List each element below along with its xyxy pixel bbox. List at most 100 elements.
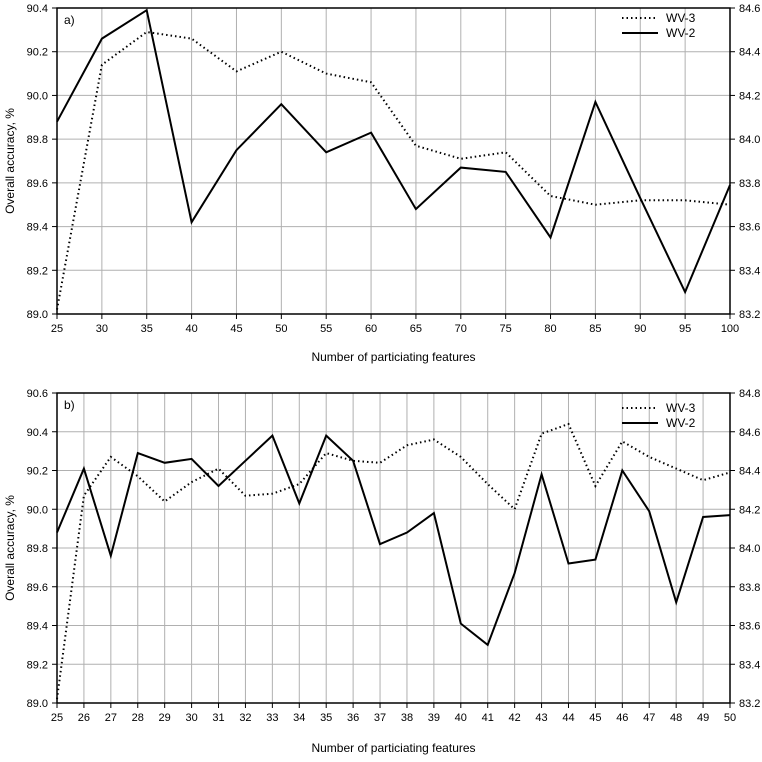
y-tick-label-left: 90.0: [27, 90, 48, 102]
y-tick-label-right: 84.6: [739, 427, 760, 439]
x-tick-label: 26: [78, 712, 90, 724]
y-tick-label-left: 89.6: [27, 178, 48, 190]
y-tick-label-left: 90.2: [27, 47, 48, 59]
x-axis-title: Number of particiating features: [311, 741, 475, 755]
y-tick-label-left: 89.0: [27, 309, 48, 321]
y-tick-label-right: 84.4: [739, 466, 760, 478]
x-axis-title: Number of particiating features: [311, 350, 475, 364]
x-tick-label: 38: [401, 712, 413, 724]
panel-label: a): [64, 13, 75, 27]
legend: WV-3WV-2: [622, 11, 696, 40]
x-tick-label: 50: [724, 712, 736, 724]
y-tick-label-right: 83.4: [739, 659, 760, 671]
y-tick-label-right: 83.6: [739, 621, 760, 633]
x-tick-label: 48: [670, 712, 682, 724]
x-tick-label: 35: [141, 323, 153, 335]
y-tick-label-left: 89.2: [27, 265, 48, 277]
x-tick-label: 31: [212, 712, 224, 724]
y-tick-label-left: 89.4: [27, 621, 48, 633]
chart-b-svg: 25 26 27 28 29 30 31 32 33 34 35 36 37 38 39 40 41 42 43 44…: [3, 388, 760, 755]
x-tick-label: 95: [679, 323, 691, 335]
x-tick-label: 25: [51, 712, 63, 724]
x-tick-label: 25: [51, 323, 63, 335]
x-tick-label: 28: [132, 712, 144, 724]
y-tick-label-right: 84.0: [739, 134, 760, 146]
y-axis-title: Overall accuracy, %: [3, 108, 17, 214]
x-tick-label: 47: [643, 712, 655, 724]
x-tick-label: 33: [266, 712, 278, 724]
legend-label: WV-2: [666, 416, 696, 430]
x-tick-label: 90: [634, 323, 646, 335]
x-tick-label: 50: [275, 323, 287, 335]
y-tick-label-left: 89.4: [27, 222, 48, 234]
series-wv-3-line: [56, 422, 731, 700]
y-axis-title: Overall accuracy, %: [3, 495, 17, 601]
chart-panel-b: 25 26 27 28 29 30 31 32 33 34 35 36 37 38 39 40 41 42 43 44…: [0, 381, 762, 762]
x-tick-label: 40: [185, 323, 197, 335]
y-tick-label-right: 84.2: [739, 90, 760, 102]
x-tick-label: 45: [230, 323, 242, 335]
y-tick-label-right: 83.8: [739, 178, 760, 190]
axis-ticks: [52, 392, 735, 708]
y-tick-label-right: 84.2: [739, 504, 760, 516]
gridlines: [56, 7, 731, 315]
series-wv-2-line: [56, 8, 731, 295]
y-tick-label-right: 83.2: [739, 309, 760, 321]
legend-label: WV-3: [666, 11, 696, 25]
legend: WV-3WV-2: [622, 401, 696, 430]
x-tick-label: 30: [185, 712, 197, 724]
x-tick-label: 80: [544, 323, 556, 335]
x-tick-label: 37: [374, 712, 386, 724]
gridlines: [56, 392, 731, 704]
y-tick-label-right: 83.6: [739, 222, 760, 234]
plot-border: [56, 7, 731, 315]
y-tick-label-right: 83.8: [739, 582, 760, 594]
x-tick-label: 34: [293, 712, 305, 724]
y-tick-label-left: 90.6: [27, 388, 48, 400]
y-tick-label-right: 84.6: [739, 3, 760, 15]
x-tick-label: 60: [365, 323, 377, 335]
y-tick-label-left: 90.2: [27, 466, 48, 478]
x-tick-label: 44: [562, 712, 574, 724]
legend-label: WV-2: [666, 26, 696, 40]
x-tick-label: 45: [589, 712, 601, 724]
x-tick-label: 85: [589, 323, 601, 335]
chart-panel-a: 25 30 35 40 45 50 55 60 65 70 75 80 85 90 95 100 89.0 83.…: [3, 3, 760, 364]
y-tick-label-right: 84.4: [739, 47, 760, 59]
plot-border: [56, 392, 731, 704]
x-tick-label: 75: [500, 323, 512, 335]
x-tick-label: 27: [105, 712, 117, 724]
x-tick-label: 32: [239, 712, 251, 724]
y-tick-label-right: 83.4: [739, 265, 760, 277]
x-tick-label: 43: [535, 712, 547, 724]
y-tick-label-left: 90.4: [27, 427, 48, 439]
x-tick-label: 40: [455, 712, 467, 724]
x-tick-label: 55: [320, 323, 332, 335]
y-tick-label-right: 84.8: [739, 388, 760, 400]
legend-label: WV-3: [666, 401, 696, 415]
chart-a-svg: 25 30 35 40 45 50 55 60 65 70 75 80 85 90 95 100 89.0 83.…: [3, 3, 760, 364]
x-tick-label: 42: [509, 712, 521, 724]
series-wv-3-line: [56, 30, 731, 310]
y-tick-label-right: 83.2: [739, 698, 760, 710]
x-tick-label: 36: [347, 712, 359, 724]
y-tick-label-left: 90.4: [27, 3, 48, 15]
x-tick-label: 49: [697, 712, 709, 724]
panel-label: b): [64, 398, 75, 412]
y-tick-label-left: 89.8: [27, 134, 48, 146]
x-tick-label: 65: [410, 323, 422, 335]
x-tick-label: 70: [455, 323, 467, 335]
x-tick-label: 46: [616, 712, 628, 724]
y-tick-label-left: 89.8: [27, 543, 48, 555]
y-tick-label-left: 90.0: [27, 504, 48, 516]
x-tick-label: 35: [320, 712, 332, 724]
y-tick-label-left: 89.0: [27, 698, 48, 710]
y-tick-label-left: 89.6: [27, 582, 48, 594]
axis-ticks: [52, 7, 735, 319]
x-tick-label: 39: [428, 712, 440, 724]
series-wv-2-line: [56, 433, 731, 647]
x-tick-label: 41: [482, 712, 494, 724]
y-tick-label-right: 84.0: [739, 543, 760, 555]
x-tick-label: 30: [96, 323, 108, 335]
